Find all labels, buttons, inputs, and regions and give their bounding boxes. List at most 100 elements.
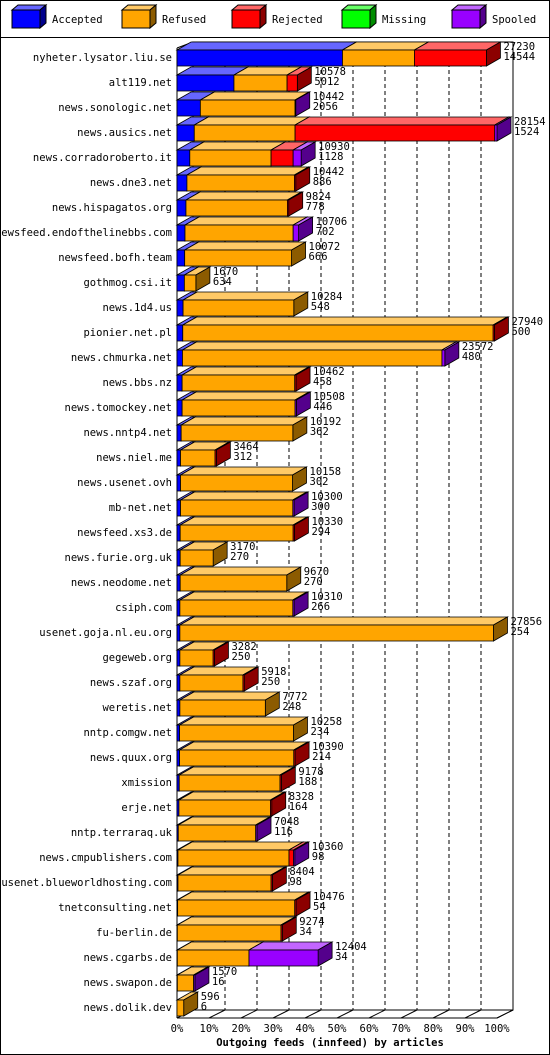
bar-front (286, 74, 298, 92)
bar-front (280, 924, 283, 942)
x-tick-label: 0% (171, 1023, 184, 1035)
offered-label: 27940 (511, 316, 543, 328)
bar-front (270, 874, 273, 892)
bar-segment (291, 216, 315, 242)
bar-segment (491, 316, 510, 342)
bar-segment (178, 516, 309, 542)
bar-front (288, 849, 294, 867)
bar-top (180, 391, 311, 401)
accepted-label: 250 (231, 651, 250, 663)
category-label: news.tomockey.net (65, 402, 172, 414)
tick-mark (464, 1009, 482, 1019)
bar-front (176, 674, 181, 692)
category-label: newsfeed.bofh.team (58, 252, 172, 264)
offered-label: 1570 (212, 966, 237, 978)
bar-segment (176, 891, 311, 917)
accepted-label: 1524 (514, 126, 539, 138)
bar-segment (180, 366, 311, 392)
bar-front (176, 999, 185, 1017)
legend-swatch (341, 9, 371, 29)
bar-front (181, 374, 296, 392)
bar-front (233, 74, 288, 92)
bar-segment (213, 441, 232, 467)
accepted-label: 98 (312, 851, 325, 863)
bar-front (180, 474, 293, 492)
bar-front (179, 624, 494, 642)
bar-segment (184, 191, 303, 217)
bar-top (179, 416, 309, 426)
category-label: news.furie.org.uk (65, 552, 173, 564)
bar-top (178, 591, 309, 601)
bar-front (177, 899, 296, 917)
legend-item: Spooled (450, 3, 536, 30)
bar-segment (180, 341, 458, 367)
category-label: mb-net.net (109, 502, 172, 514)
legend-swatch (451, 9, 481, 29)
offered-label: 3282 (231, 641, 256, 653)
offered-label: 27230 (503, 41, 535, 53)
x-tick-label: 70% (392, 1023, 412, 1035)
bar-top (183, 216, 309, 226)
bar-top (181, 316, 509, 326)
category-label: gegeweb.org (102, 652, 172, 664)
bar-front (176, 599, 181, 617)
tick-mark (432, 1009, 450, 1019)
offered-label: 9670 (304, 566, 329, 578)
offered-label: 10258 (310, 716, 342, 728)
bar-segment (269, 866, 288, 892)
offered-label: 10310 (311, 591, 343, 603)
bar-front (176, 349, 183, 367)
legend-label: Missing (382, 14, 426, 26)
bar-segment (192, 116, 311, 142)
offered-label: 23572 (462, 341, 494, 353)
bar-front (292, 499, 295, 517)
x-tick-label: 10% (200, 1023, 220, 1035)
accepted-label: 34 (299, 926, 312, 938)
accepted-label: 266 (311, 601, 330, 613)
bar-top (176, 816, 272, 826)
offered-label: 10300 (311, 491, 343, 503)
bar-front (176, 49, 343, 67)
accepted-label: 362 (310, 426, 329, 438)
bar-top (178, 566, 303, 576)
bar-segment (293, 91, 312, 117)
offered-label: 10578 (314, 66, 346, 78)
bar-segment (176, 866, 287, 892)
bar-segment (292, 741, 311, 767)
x-axis-title: Outgoing feeds (innfeed) by articles (216, 1037, 444, 1049)
bar-front (179, 749, 295, 767)
accepted-label: 5012 (314, 76, 339, 88)
offered-label: 9824 (306, 191, 331, 203)
accepted-label: 34 (335, 951, 348, 963)
tick-mark (496, 1009, 514, 1019)
offered-label: 28154 (514, 116, 546, 128)
bar-front (182, 324, 494, 342)
category-label: alt119.net (109, 77, 172, 89)
category-label: news.dolik.dev (83, 1002, 172, 1014)
bar-front (179, 724, 294, 742)
category-label: xmission (121, 777, 172, 789)
bar-front (176, 99, 201, 117)
bar-top (178, 741, 310, 751)
bar-segment (177, 791, 286, 817)
accepted-label: 6 (201, 1001, 207, 1013)
offered-label: 10158 (310, 466, 342, 478)
offered-label: 596 (201, 991, 220, 1003)
bar-segment (493, 116, 513, 142)
offered-label: 10442 (313, 91, 345, 103)
category-label: newsfeed.endofthelinebbs.com (0, 227, 172, 239)
accepted-label: 480 (462, 351, 481, 363)
accepted-label: 54 (313, 901, 326, 913)
accepted-label: 312 (233, 451, 252, 463)
accepted-label: 254 (510, 626, 529, 638)
tick-mark (240, 1009, 258, 1019)
offered-label: 10284 (311, 291, 343, 303)
bar-front (292, 224, 300, 242)
legend-item: Rejected (230, 3, 323, 30)
category-label: usenet.blueworldhosting.com (1, 877, 172, 889)
category-label: news.nntp4.net (83, 427, 172, 439)
category-label: news.ausics.net (77, 127, 172, 139)
offered-label: 9178 (298, 766, 323, 778)
accepted-label: 98 (289, 876, 302, 888)
bar-top (179, 466, 309, 476)
